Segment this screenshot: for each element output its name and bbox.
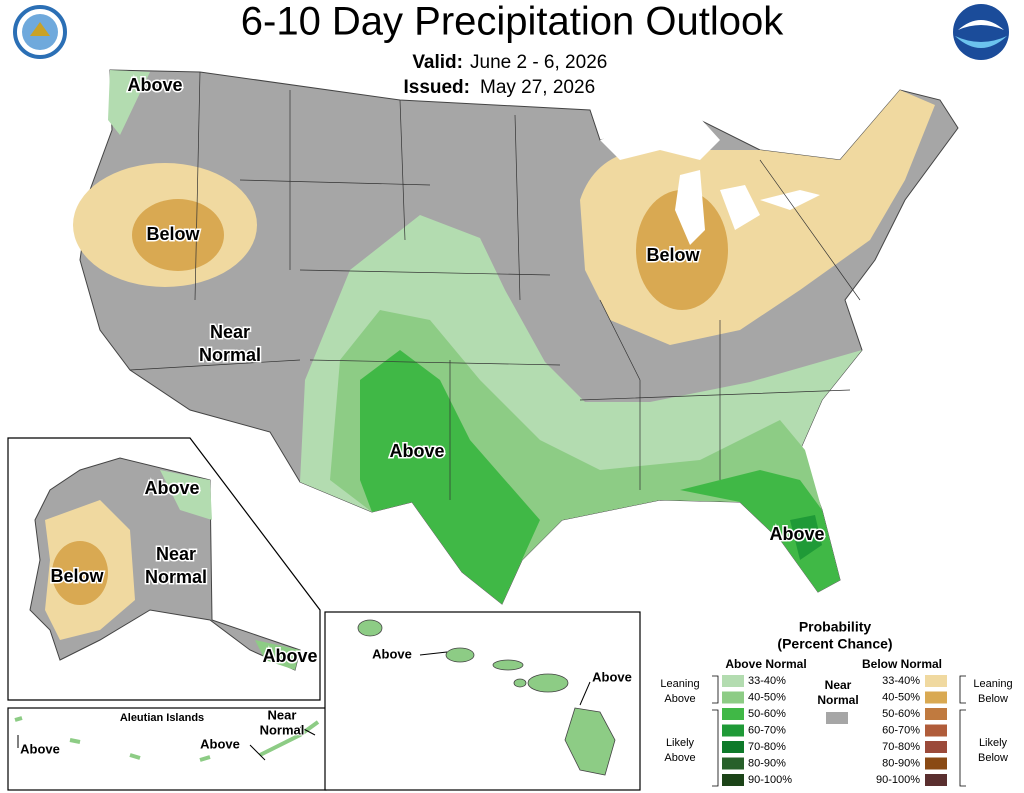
issued-date: May 27, 2026 (480, 77, 595, 98)
map-label: Above (127, 75, 182, 95)
legend-label: 60-70% (882, 724, 920, 736)
legend-swatch (722, 708, 744, 720)
legend-below-title: Below Normal (862, 657, 942, 671)
map-label: Below (50, 566, 104, 586)
doc-logo (13, 5, 67, 59)
legend-swatch (925, 774, 947, 786)
legend-label: 70-80% (882, 741, 920, 753)
legend-swatch (722, 724, 744, 737)
map-label: Near (156, 544, 196, 564)
legend-title: (Percent Chance) (777, 636, 892, 652)
issued-label: Issued: (403, 77, 470, 98)
map-label: Below (146, 224, 200, 244)
map-label: Above (20, 741, 60, 756)
legend-group-label: Likely (979, 737, 1008, 749)
legend-swatch (826, 712, 848, 724)
map-label: Above (769, 524, 824, 544)
map-label: Normal (260, 722, 305, 737)
map-label: Normal (199, 345, 261, 365)
legend-title: Probability (799, 619, 872, 635)
legend-label: 33-40% (748, 675, 786, 687)
map-label: Above (592, 669, 632, 684)
legend-label: 50-60% (748, 708, 786, 720)
hawaii-islands (357, 619, 616, 776)
conus (73, 69, 959, 605)
legend-swatch (925, 675, 947, 687)
legend-above-title: Above Normal (725, 657, 806, 671)
map-label: Normal (145, 567, 207, 587)
legend-swatch (722, 757, 744, 770)
legend-near-label: Normal (817, 693, 858, 707)
map-label: Below (646, 245, 700, 265)
map-label: Above (144, 478, 199, 498)
legend-group-label: Below (978, 752, 1008, 764)
legend-label: 80-90% (748, 757, 786, 769)
legend-near-label: Near (825, 678, 852, 692)
legend-swatch (925, 691, 947, 704)
map-label: Above (262, 646, 317, 666)
legend-group-label: Leaning (973, 678, 1012, 690)
legend-label: 50-60% (882, 708, 920, 720)
map-label: Near (268, 707, 297, 722)
legend-group-label: Leaning (660, 678, 699, 690)
legend-swatch (925, 724, 947, 737)
legend-label: 90-100% (876, 774, 920, 786)
legend-label: 90-100% (748, 774, 792, 786)
legend-swatch (925, 708, 947, 720)
legend-swatch (722, 691, 744, 704)
legend-label: 33-40% (882, 675, 920, 687)
title: 6-10 Day Precipitation Outlook (241, 0, 785, 44)
map-label: Near (210, 322, 250, 342)
legend-swatch (925, 757, 947, 770)
legend-group-label: Above (664, 693, 695, 705)
legend-swatch (722, 675, 744, 687)
legend-swatch (722, 774, 744, 786)
legend-swatch (925, 741, 947, 753)
legend-swatch (722, 741, 744, 753)
legend-label: 40-50% (882, 691, 920, 703)
legend-label: 80-90% (882, 757, 920, 769)
map-label: Above (389, 441, 444, 461)
map-label: Above (372, 646, 412, 661)
legend-group-label: Above (664, 752, 695, 764)
legend-label: 60-70% (748, 724, 786, 736)
legend-label: 70-80% (748, 741, 786, 753)
valid-date: June 2 - 6, 2026 (470, 52, 607, 73)
legend-group-label: Below (978, 693, 1008, 705)
map-label: Above (200, 736, 240, 751)
state-borders (129, 71, 861, 500)
noaa-logo (953, 4, 1009, 60)
aleutian-title: Aleutian Islands (120, 712, 204, 724)
legend-group-label: Likely (666, 737, 695, 749)
legend-label: 40-50% (748, 691, 786, 703)
valid-label: Valid: (412, 52, 463, 73)
